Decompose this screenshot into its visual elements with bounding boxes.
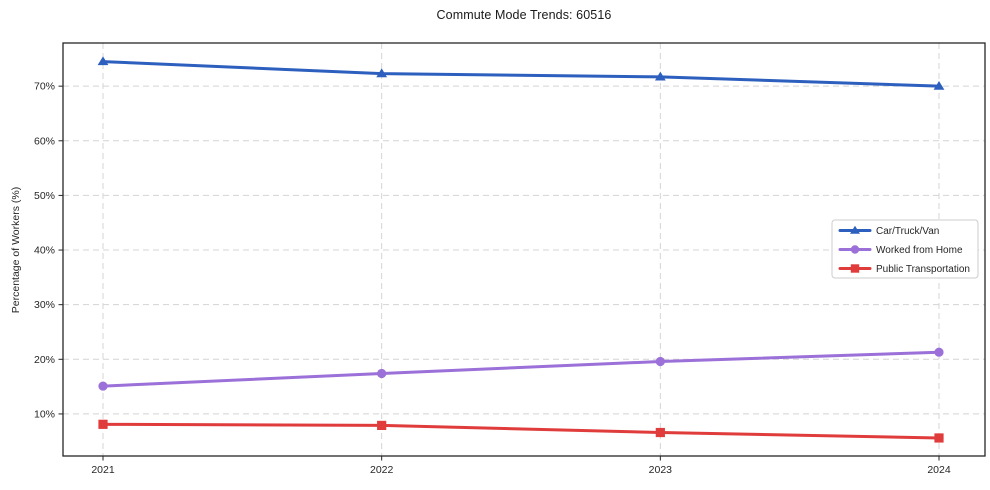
x-tick-label: 2023 [649,464,673,476]
plot-border [62,42,986,457]
data-point-marker [97,56,109,66]
x-tick-label: 2024 [927,464,951,476]
x-tick-label: 2022 [370,464,394,476]
y-axis: 10% 20% 30% 40% 50% 60% 70% [34,81,63,420]
legend-box [831,219,979,279]
series-line [101,422,941,440]
y-tick-label: 30% [34,299,55,311]
legend-item: Car/Truck/Van [838,225,939,237]
data-point-marker [934,433,944,443]
y-tick-label: 70% [34,81,55,93]
data-point-marker [655,427,665,438]
y-tick-label: 60% [34,135,55,147]
legend-item: Worked from Home [838,245,963,256]
y-tick-label: 40% [34,245,55,257]
data-point-marker [377,420,387,431]
legend-marker [850,264,860,273]
data-point-marker [655,356,665,367]
y-tick-label: 10% [34,408,55,420]
data-point-marker [377,368,387,379]
legend-item: Public Transportation [838,264,970,275]
legend-marker [850,245,860,254]
y-tick-label: 50% [34,190,55,202]
legend-marker [850,225,860,234]
legend-label: Car/Truck/Van [876,226,939,237]
y-tick-label: 20% [34,354,55,366]
legend-label: Worked from Home [876,245,963,256]
data-point-marker [98,419,108,429]
data-point-marker [934,347,944,357]
series-worked-from-home [98,347,944,391]
series-line [101,60,941,88]
x-tick-label: 2021 [91,464,115,476]
data-point-marker [98,381,108,391]
series-car-truck-van [97,56,945,90]
data-point-marker [654,71,666,81]
x-axis: 2021 2022 2023 2024 [91,456,951,476]
chart-title: Commute Mode Trends: 60516 [436,8,612,22]
data-point-marker [376,68,388,78]
legend-label: Public Transportation [876,264,970,275]
series-public-transportation [98,419,944,443]
data-point-marker [933,80,945,90]
series-line [101,350,941,388]
legend: Car/Truck/Van Worked from Home Public Tran… [831,219,979,279]
